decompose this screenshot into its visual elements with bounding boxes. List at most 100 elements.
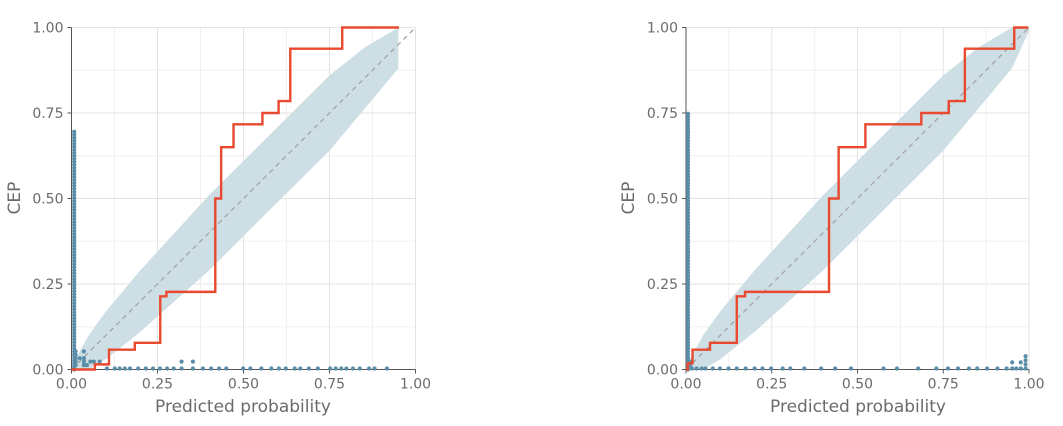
data-point [72, 141, 77, 146]
data-point [72, 265, 77, 270]
data-point [72, 274, 77, 279]
data-point [945, 366, 951, 371]
data-point [685, 289, 691, 294]
data-point [190, 366, 196, 371]
cep-step-line [71, 26, 399, 371]
data-point [72, 337, 77, 342]
data-point [72, 222, 77, 228]
data-point [768, 366, 774, 371]
data-point [685, 313, 691, 318]
data-point [72, 277, 77, 282]
data-point [171, 366, 176, 371]
data-point [881, 366, 886, 371]
data-point [91, 359, 96, 364]
data-point [73, 352, 78, 357]
x-tick-label: 0.50 [842, 377, 873, 393]
data-point [179, 366, 184, 371]
data-point [292, 366, 297, 371]
data-point [685, 331, 691, 336]
data-point [685, 340, 691, 345]
confidence-band [71, 27, 399, 370]
data-point [780, 366, 785, 371]
y-tick-label: 0.25 [32, 277, 63, 293]
x-tick-label: 0.00 [56, 377, 87, 393]
data-point [685, 138, 691, 143]
data-point [685, 271, 691, 276]
y-axis-label: CEP [5, 182, 25, 215]
data-point [703, 366, 708, 371]
data-point [760, 366, 765, 371]
data-point [73, 356, 78, 361]
y-tick-label: 0.75 [32, 106, 63, 122]
data-point [685, 135, 691, 140]
data-point [72, 204, 77, 210]
data-point [685, 213, 691, 219]
data-point [72, 280, 77, 285]
data-point [72, 286, 77, 291]
data-point [685, 150, 691, 155]
data-point [72, 268, 77, 273]
data-point [995, 366, 1000, 371]
data-point [1023, 358, 1028, 363]
data-point [72, 150, 77, 155]
data-point [72, 298, 77, 303]
data-point [734, 366, 739, 371]
data-point [72, 153, 77, 158]
y-tick-label: 0.75 [647, 106, 678, 122]
data-point [276, 366, 282, 371]
data-point [72, 195, 77, 201]
data-point [72, 234, 77, 240]
data-point [328, 366, 333, 371]
x-tick-label: 0.00 [670, 377, 701, 393]
x-tick-label: 1.00 [400, 377, 431, 393]
data-point [72, 343, 77, 348]
data-point [685, 328, 691, 333]
data-point [298, 366, 303, 371]
data-point [685, 253, 691, 258]
data-point [209, 366, 214, 371]
y-tick-label: 1.00 [32, 21, 63, 37]
data-point [685, 147, 691, 152]
data-point [685, 334, 691, 339]
data-point [72, 135, 77, 140]
data-point [685, 292, 691, 297]
data-point [72, 192, 77, 198]
data-point [72, 262, 77, 267]
x-axis-label: Predicted probability [155, 397, 331, 417]
data-point [1023, 354, 1028, 359]
right-calibration-panel: 0.00 0.25 0.50 0.75 1.00 0.00 0.25 0.50 0.75 1.00… [619, 21, 1045, 418]
data-point [685, 198, 691, 204]
data-point [72, 165, 77, 170]
data-point [72, 271, 77, 276]
data-point [372, 366, 377, 371]
data-point [72, 138, 77, 143]
data-point [72, 177, 77, 182]
data-point [165, 366, 170, 371]
data-point [259, 366, 264, 371]
data-point [72, 219, 77, 225]
data-point [916, 366, 921, 371]
data-point [283, 366, 288, 371]
data-point [743, 366, 748, 371]
data-point [685, 207, 691, 213]
data-point [127, 366, 133, 371]
data-point [833, 366, 838, 371]
data-point [685, 120, 691, 125]
data-point [685, 295, 691, 300]
data-point [1010, 360, 1015, 365]
data-point [685, 144, 691, 149]
data-point [333, 366, 338, 371]
data-point [72, 340, 77, 345]
data-point [339, 366, 344, 371]
data-point [985, 366, 990, 371]
data-point [72, 316, 77, 321]
data-point [685, 237, 691, 243]
data-point [726, 366, 731, 371]
data-point [1018, 360, 1023, 365]
data-point [73, 359, 78, 364]
data-point [72, 132, 77, 137]
data-point [685, 307, 691, 312]
data-point [685, 186, 691, 192]
data-point [685, 349, 691, 354]
data-point [689, 366, 694, 371]
